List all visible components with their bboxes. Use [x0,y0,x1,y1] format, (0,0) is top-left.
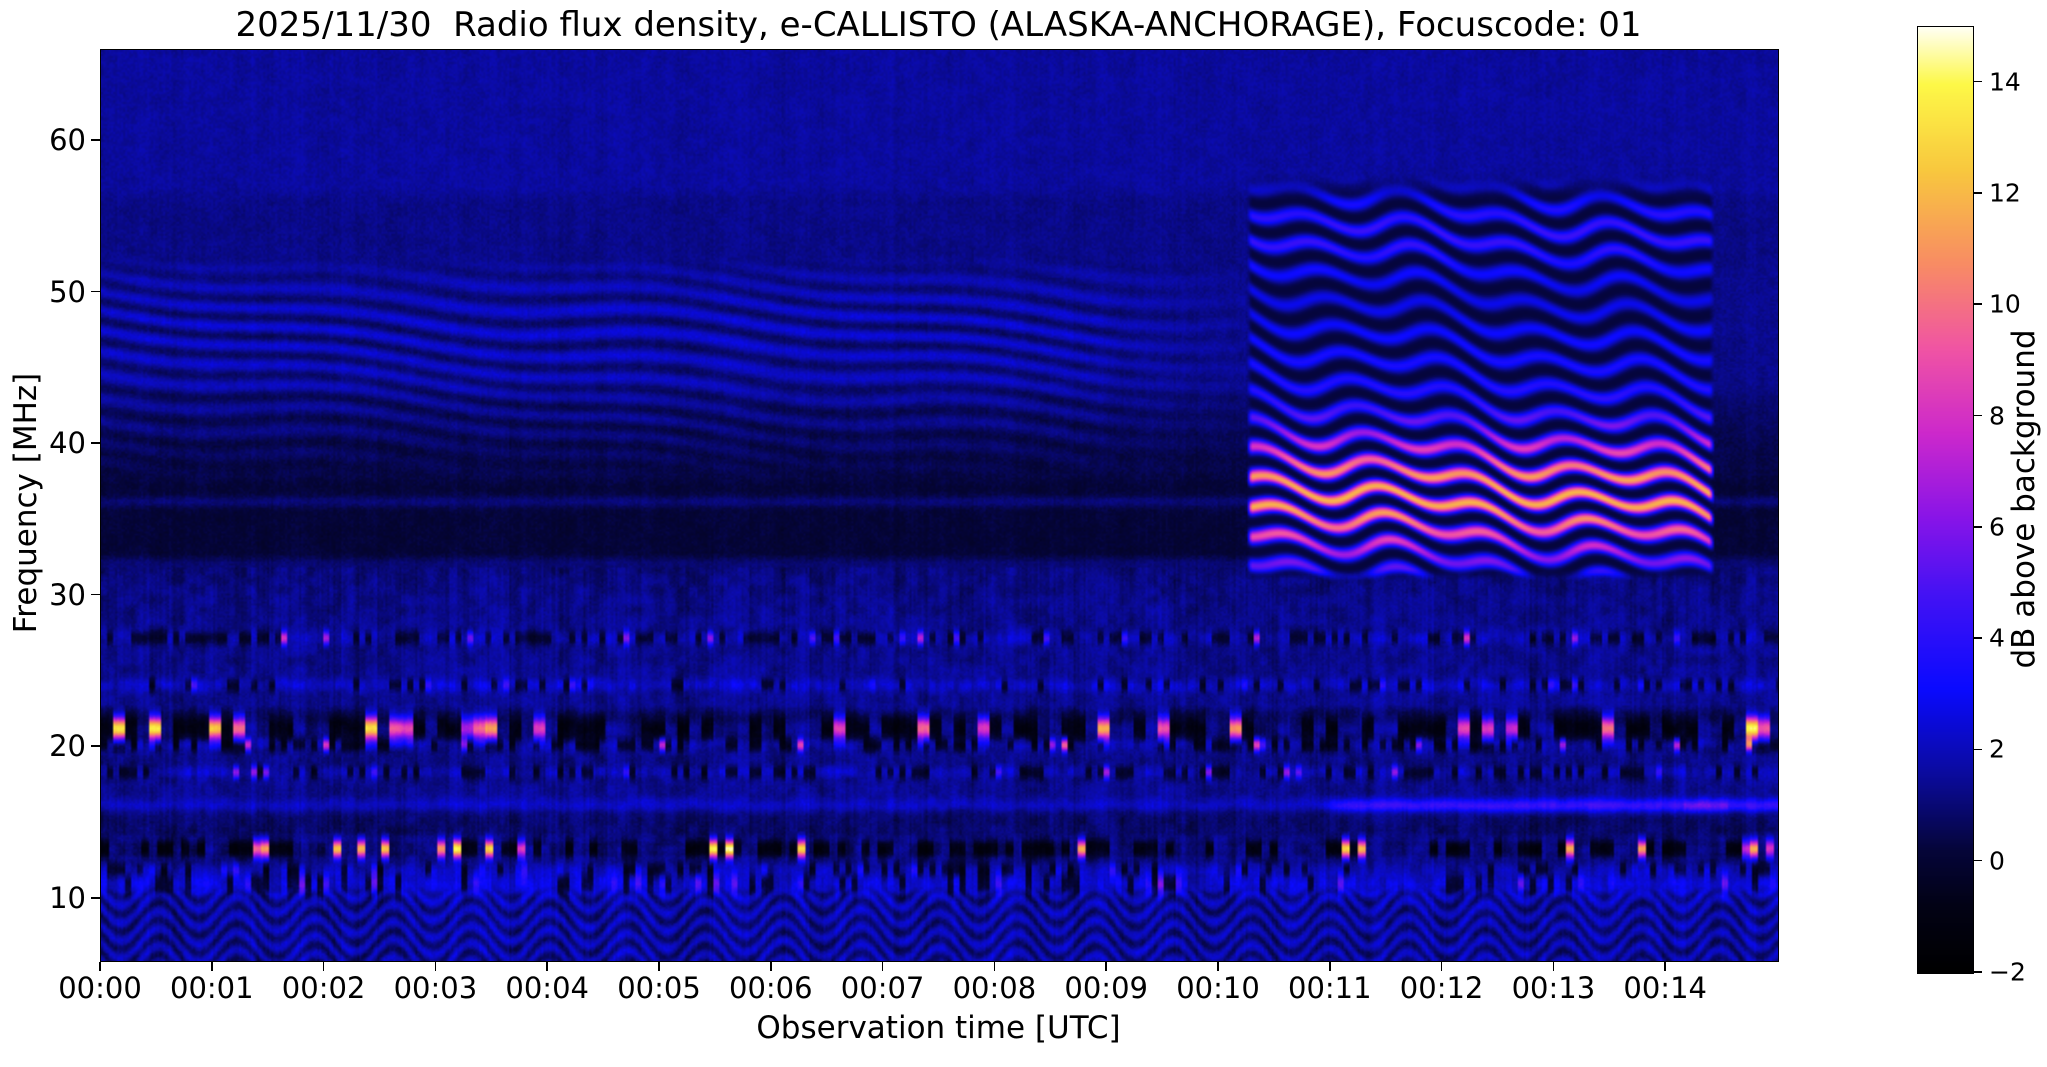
x-tick-label: 00:08 [952,971,1037,1005]
colorbar-tick-mark [1974,748,1982,751]
colorbar-tick-label: 4 [1989,623,2005,653]
y-tick-mark [91,897,100,899]
x-tick-mark [99,962,101,971]
x-tick-label: 00:01 [170,971,254,1005]
x-tick-label: 00:04 [505,971,589,1005]
colorbar-tick-label: 8 [1989,401,2005,431]
y-tick-label: 60 [49,122,86,157]
y-tick-mark [91,139,100,141]
spectrogram-canvas [101,50,1778,961]
x-tick-mark [1217,962,1219,971]
x-tick-mark [658,962,660,971]
colorbar-tick-label: 6 [1989,512,2005,542]
x-tick-label: 00:05 [617,971,701,1005]
x-tick-label: 00:03 [393,971,478,1005]
y-tick-label: 10 [49,880,86,915]
x-tick-label: 00:06 [729,971,813,1005]
y-tick-label: 20 [49,729,86,764]
x-tick-label: 00:00 [58,971,142,1005]
colorbar [1917,26,1974,974]
colorbar-label: dB above background [2006,329,2042,669]
x-tick-label: 00:07 [840,971,925,1005]
x-tick-label: 00:09 [1064,971,1148,1005]
colorbar-tick-label: 0 [1989,846,2005,876]
colorbar-tick-mark [1974,414,1982,417]
colorbar-tick-mark [1974,303,1982,306]
y-tick-mark [91,442,100,444]
x-tick-label: 00:02 [281,971,366,1005]
x-tick-mark [770,962,772,971]
colorbar-canvas [1918,27,1973,973]
x-tick-mark [1329,962,1331,971]
x-tick-mark [1664,962,1666,971]
x-tick-mark [881,962,884,971]
colorbar-tick-mark [1974,971,1982,973]
y-tick-label: 40 [49,426,86,461]
colorbar-tick-label: 14 [1989,67,2021,97]
colorbar-tick-mark [1974,526,1982,528]
x-tick-label: 00:11 [1288,971,1372,1005]
x-tick-mark [211,962,213,971]
x-tick-label: 00:13 [1511,971,1596,1005]
plot-area [100,49,1779,962]
y-tick-mark [91,290,100,293]
colorbar-tick-mark [1974,859,1982,862]
colorbar-tick-mark [1974,192,1982,194]
y-tick-label: 30 [49,577,86,612]
colorbar-tick-mark [1974,80,1982,83]
colorbar-tick-label: 10 [1989,289,2021,319]
y-tick-mark [91,593,100,596]
x-axis-label: Observation time [UTC] [756,1010,1121,1046]
x-tick-mark [322,962,325,971]
colorbar-tick-label: 12 [1989,178,2021,208]
x-tick-mark [434,962,437,971]
x-tick-mark [993,962,996,971]
y-tick-label: 50 [49,274,86,309]
x-tick-label: 00:14 [1623,971,1707,1005]
x-tick-label: 00:10 [1176,971,1260,1005]
x-tick-mark [1105,962,1107,971]
chart-title: 2025/11/30 Radio flux density, e-CALLIST… [235,5,1642,45]
y-tick-mark [91,745,100,748]
x-tick-mark [546,962,548,971]
colorbar-tick-label: 2 [1989,734,2005,764]
colorbar-tick-label: −2 [1989,957,2026,987]
colorbar-tick-mark [1974,637,1982,639]
x-tick-label: 00:12 [1399,971,1484,1005]
x-tick-mark [1552,962,1555,971]
x-tick-mark [1440,962,1443,971]
